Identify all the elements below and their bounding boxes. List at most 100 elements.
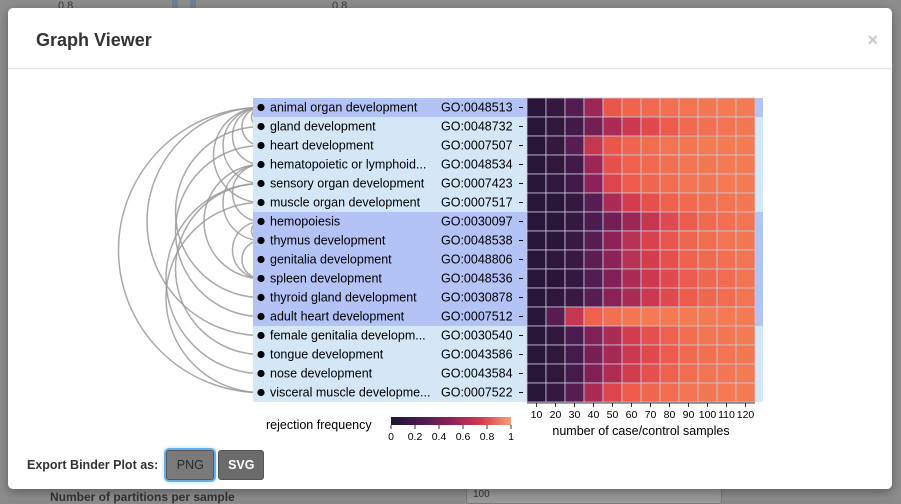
heatmap-cell [564,306,585,327]
heatmap-cell [621,192,642,213]
term-dot [257,255,265,264]
term-dot [257,369,265,378]
term-name: gland development [270,120,376,134]
heatmap-cell [583,135,604,156]
backdrop-bar [190,0,196,8]
colorbar-tick-label: 0.8 [480,431,495,443]
heatmap-cell [583,211,604,232]
heatmap-cell [697,249,718,270]
export-svg-button[interactable]: SVG [218,450,265,480]
heatmap-cell [564,287,585,308]
heatmap-cell [526,268,547,289]
heatmap-cell [602,192,623,213]
heatmap-cell [678,363,699,384]
term-name: muscle organ development [270,196,421,210]
heatmap-cell [526,363,547,384]
heatmap-cell [583,344,604,365]
dialog-header: Graph Viewer × [8,8,892,69]
heatmap-cell [697,363,718,384]
heatmap-cell [545,306,566,327]
term-go-id: GO:0048534 [441,158,513,172]
heatmap-cell [526,325,547,346]
term-dot [257,160,265,169]
heatmap-cell [621,173,642,194]
heatmap-cell [678,173,699,194]
term-go-id: GO:0043586 [441,348,513,362]
heatmap-cell [716,230,737,251]
heatmap-cell [697,116,718,137]
heatmap-cell [602,173,623,194]
heatmap-cell [716,211,737,232]
x-tick-label: 20 [550,409,562,421]
backdrop-field-label: Number of partitions per sample [50,490,235,504]
heatmap-cell [735,173,756,194]
term-arc [174,144,262,318]
term-go-id: GO:0030097 [441,215,513,229]
colorbar: rejection frequency 0 0.2 0.4 0.6 0.8 1 [266,417,514,443]
heatmap-cell [564,173,585,194]
heatmap-cell [526,154,547,175]
term-arc [212,106,262,204]
heatmap-cell [659,192,680,213]
term-go-id: GO:0007507 [441,139,513,153]
heatmap-cell [735,211,756,232]
heatmap-cell [640,192,661,213]
export-png-button[interactable]: PNG [166,450,215,480]
heatmap-cell [678,382,699,403]
heatmap-cell [602,230,623,251]
term-arc [117,106,262,394]
heatmap-cell [678,230,699,251]
term-dot [257,122,265,131]
heatmap-cell [545,344,566,365]
term-dot [257,350,265,359]
export-label: Export Binder Plot as: [27,458,159,472]
term-name: sensory organ development [270,177,425,191]
heatmap-cell [735,325,756,346]
heatmap-cell [678,287,699,308]
term-dot [257,179,265,188]
heatmap-cell [678,211,699,232]
heatmap-cell [735,382,756,403]
export-toolbar: Export Binder Plot as: PNG SVG [27,448,268,482]
x-tick-label: 120 [737,409,755,421]
term-go-id: GO:0030540 [441,329,513,343]
heatmap-cell [621,306,642,327]
heatmap-cell [659,287,680,308]
heatmap-cell [526,97,547,118]
term-go-id: GO:0048806 [441,253,513,267]
heatmap-cell [697,344,718,365]
heatmap-cell [735,230,756,251]
heatmap-cell [545,230,566,251]
term-labels: animal organ development GO:0048513 gland … [257,101,523,400]
colorbar-tick-label: 0.4 [432,431,447,443]
heatmap-cell [640,268,661,289]
heatmap-cell [659,135,680,156]
term-name: heart development [270,139,374,153]
heatmap-cell [545,97,566,118]
heatmap-cell [735,116,756,137]
term-dot [257,198,265,207]
term-arc [165,182,262,375]
heatmap-cell [716,249,737,270]
heatmap-cell [659,116,680,137]
heatmap-cell [583,268,604,289]
heatmap-cell [545,363,566,384]
heatmap-cell [678,154,699,175]
term-go-id: GO:0048536 [441,272,513,286]
heatmap-cell [735,363,756,384]
term-dot [257,312,265,321]
x-tick-label: 50 [607,409,619,421]
heatmap-cell [545,287,566,308]
heatmap-cell [583,363,604,384]
heatmap-cell [583,230,604,251]
term-name: hematopoietic or lymphoid... [270,158,426,172]
heatmap-cell [716,306,737,327]
heatmap-cell [678,306,699,327]
heatmap-cell [716,268,737,289]
heatmap-cell [697,268,718,289]
heatmap-cell [735,135,756,156]
heatmap-cell [640,287,661,308]
heatmap-cell [716,325,737,346]
heatmap-cell [659,211,680,232]
close-icon[interactable]: × [867,30,878,50]
